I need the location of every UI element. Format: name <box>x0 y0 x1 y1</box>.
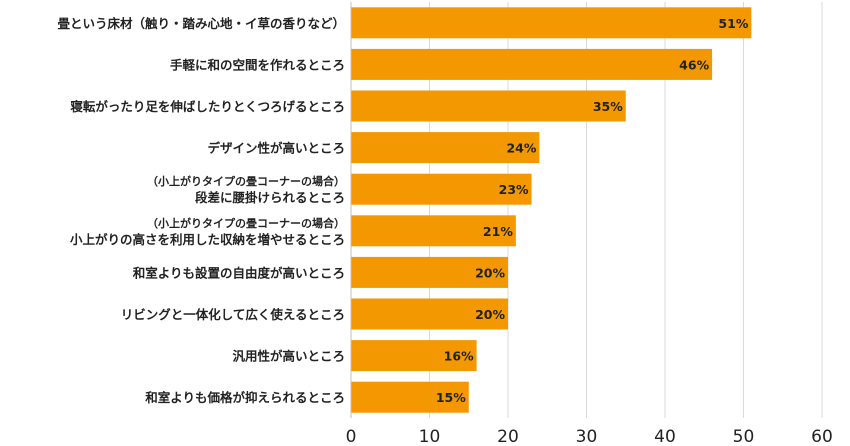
value-label-6: 21% <box>483 224 513 239</box>
x-axis: 0 10 20 30 40 50 60 <box>346 2 833 446</box>
bar-10 <box>351 381 469 413</box>
category-label-6: 小上がりの高さを利用した収納を増やせるところ <box>69 232 345 247</box>
value-label-4: 24% <box>506 141 536 156</box>
category-label-1: 畳という床材（触り・踏み心地・イ草の香りなど） <box>57 16 345 31</box>
bar-9 <box>351 340 477 372</box>
value-label-2: 46% <box>679 57 709 72</box>
bar-7 <box>351 256 508 288</box>
category-labels: 畳という床材（触り・踏み心地・イ草の香りなど） 手軽に和の空間を作れるところ寝転が… <box>57 16 345 405</box>
category-label-4: デザイン性が高いところ <box>207 141 345 156</box>
category-label-5: 段差に腰掛けられるところ <box>195 190 345 205</box>
x-tick-label-50: 50 <box>733 427 755 446</box>
bar-6 <box>351 215 516 247</box>
category-label-9: 汎用性が高いところ <box>232 349 345 364</box>
value-label-10: 15% <box>436 390 466 405</box>
category-note-5: （小上がりタイプの畳コーナーの場合） <box>147 174 345 188</box>
bars: 51% 46% 35% 24% 23% 21% 20% 20% 16% 15% <box>351 7 752 413</box>
value-label-5: 23% <box>499 182 529 197</box>
value-label-8: 20% <box>475 307 505 322</box>
category-label-7: 和室よりも設置の自由度が高いところ <box>132 265 345 280</box>
category-label-8: リビングと一体化して広く使えるところ <box>121 307 345 322</box>
x-tick-label-40: 40 <box>654 427 676 446</box>
value-label-1: 51% <box>718 16 748 31</box>
bar-1 <box>351 7 752 39</box>
bar-5 <box>351 173 532 205</box>
bar-2 <box>351 48 713 80</box>
bar-3 <box>351 90 626 122</box>
category-label-10: 和室よりも価格が抑えられるところ <box>144 390 345 405</box>
x-tick-label-0: 0 <box>346 427 357 446</box>
bar-4 <box>351 132 540 164</box>
x-tick-label-20: 20 <box>497 427 519 446</box>
value-label-9: 16% <box>444 349 474 364</box>
category-label-2: 手軽に和の空間を作れるところ <box>170 57 345 72</box>
category-note-6: （小上がりタイプの畳コーナーの場合） <box>147 216 345 230</box>
value-label-3: 35% <box>593 99 623 114</box>
x-tick-label-60: 60 <box>811 427 833 446</box>
value-label-7: 20% <box>475 265 505 280</box>
category-label-3: 寝転がったり足を伸ばしたりとくつろげるところ <box>70 99 345 114</box>
bar-8 <box>351 298 508 330</box>
x-tick-label-30: 30 <box>576 427 598 446</box>
x-tick-label-10: 10 <box>419 427 441 446</box>
